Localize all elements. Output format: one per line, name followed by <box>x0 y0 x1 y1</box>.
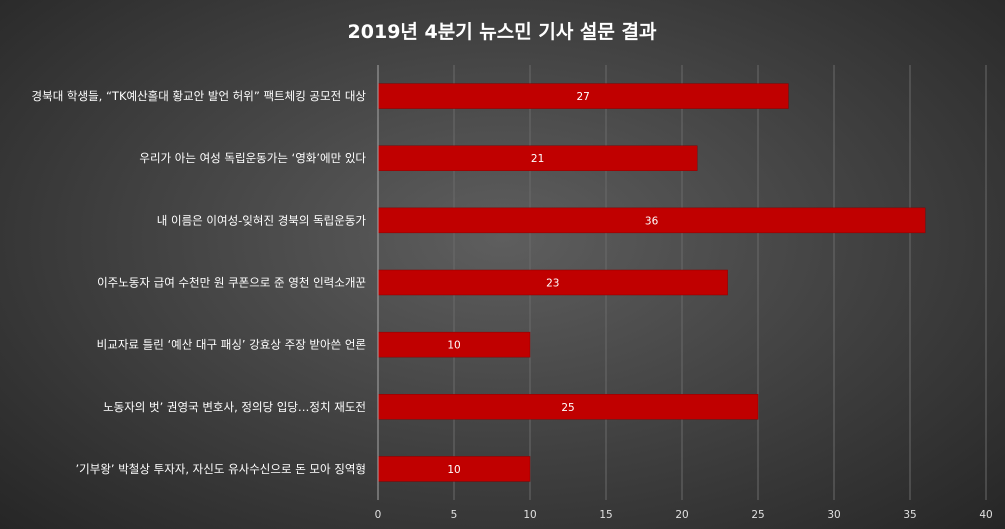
data-label: 21 <box>531 153 544 165</box>
category-labels: 경북대 학생들, “TK예산홀대 황교안 발언 허위” 팩트체킹 공모전 대상우… <box>32 89 367 476</box>
bars: 27 21 36 23 10 25 10 <box>377 83 926 482</box>
bar <box>377 331 531 358</box>
data-label: 23 <box>546 278 559 290</box>
category-label: 비교자료 틀린 ‘예산 대구 패싱’ 강효상 주장 받아쓴 언론 <box>97 338 366 352</box>
category-label: ’기부왕’ 박철상 투자자, 자신도 유사수신으로 돈 모아 징역형 <box>76 462 366 476</box>
bar <box>377 207 926 234</box>
category-label: 노동자의 벗’ 권영국 변호사, 정의당 입당…정치 재도전 <box>103 400 366 414</box>
category-label: 내 이름은 이여성-잊혀진 경북의 독립운동가 <box>157 213 367 227</box>
category-label: 우리가 아는 여성 독립운동가는 ‘영화’에만 있다 <box>139 151 366 165</box>
x-tick-label: 0 <box>375 509 382 521</box>
x-tick-label: 15 <box>599 509 612 521</box>
bar <box>377 456 531 482</box>
data-label: 10 <box>447 464 460 476</box>
x-tick-label: 10 <box>523 509 536 521</box>
chart-title: 2019년 4분기 뉴스민 기사 설문 결과 <box>348 21 657 43</box>
bar <box>377 145 698 171</box>
data-label: 36 <box>645 215 659 227</box>
category-label: 경북대 학생들, “TK예산홀대 황교안 발언 허위” 팩트체킹 공모전 대상 <box>32 89 367 103</box>
data-label: 27 <box>577 91 590 103</box>
x-tick-label: 30 <box>827 509 840 521</box>
data-label: 10 <box>447 340 460 352</box>
x-tick-label: 20 <box>675 509 688 521</box>
x-axis-ticks: 0 5 10 15 20 25 30 35 40 <box>375 509 993 521</box>
x-tick-label: 35 <box>903 509 916 521</box>
data-label: 25 <box>561 402 574 414</box>
x-tick-label: 40 <box>979 509 992 521</box>
x-tick-label: 25 <box>751 509 764 521</box>
category-label: 이주노동자 급여 수천만 원 쿠폰으로 준 영천 인력소개꾼 <box>97 276 366 290</box>
x-tick-label: 5 <box>451 509 458 521</box>
bar <box>377 394 759 420</box>
bar <box>377 269 728 296</box>
